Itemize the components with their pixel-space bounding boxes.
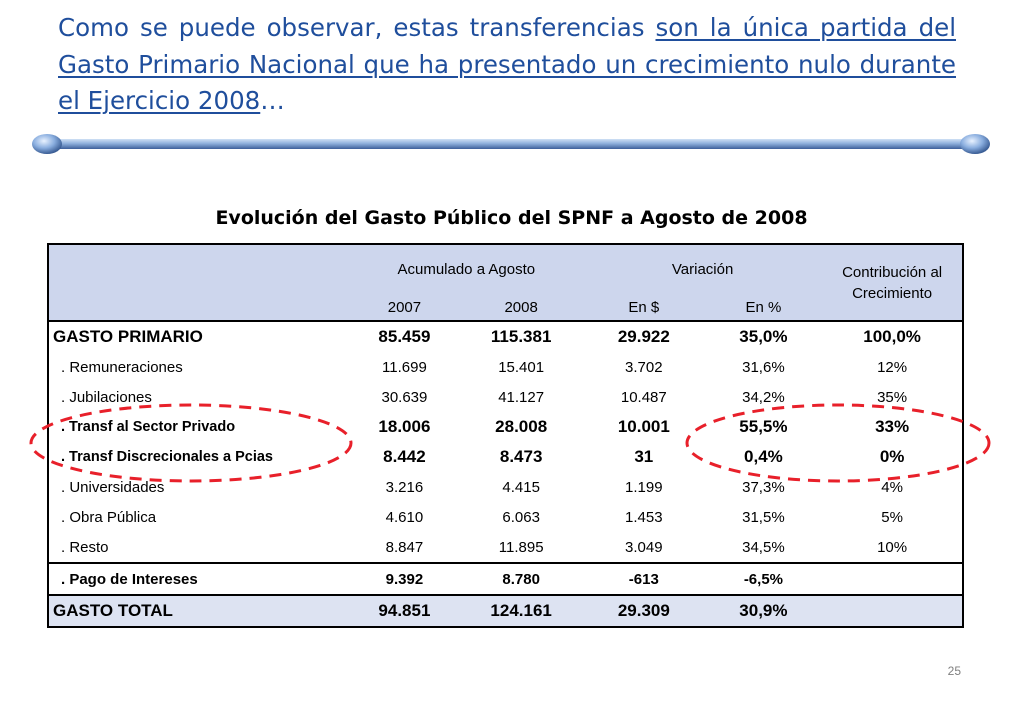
cell-var-pct: 55,5%: [739, 417, 788, 436]
cell-var-pct: 37,3%: [742, 478, 785, 496]
cell-2007: 3.216: [385, 478, 424, 496]
cell-2008: 11.895: [498, 538, 544, 556]
table-row-gasto-total: GASTO TOTAL 94.851 124.161 29.309 30,9%: [48, 595, 963, 627]
row-label: . Resto: [61, 538, 109, 556]
cell-2007: 8.442: [383, 447, 426, 466]
row-label: GASTO PRIMARIO: [53, 327, 203, 346]
cell-2007: 11.699: [382, 358, 427, 376]
cell-2008: 115.381: [490, 327, 552, 346]
table-row: . Obra Pública 4.610 6.063 1.453 31,5% 5…: [48, 502, 963, 532]
cell-var-abs: 3.049: [625, 538, 663, 556]
cell-2007: 4.610: [385, 508, 424, 526]
cell-2007: 9.392: [385, 570, 424, 588]
header-contribucion: Contribución al Crecimiento: [822, 244, 963, 321]
cell-2008: 8.780: [502, 570, 540, 588]
table-row-highlighted: . Transf al Sector Privado 18.006 28.008…: [48, 412, 963, 442]
spending-table: Acumulado a Agosto Variación Contribució…: [47, 243, 964, 628]
row-label: . Universidades: [61, 478, 165, 496]
cell-2007: 94.851: [349, 595, 460, 627]
header-empty-cell: [48, 244, 350, 294]
table-row: . Universidades 3.216 4.415 1.199 37,3% …: [48, 472, 963, 502]
table-row: . Resto 8.847 11.895 3.049 34,5% 10%: [48, 532, 963, 563]
cell-contrib: 100,0%: [863, 327, 921, 346]
cell-var-pct: 31,6%: [742, 358, 785, 376]
cell-2008: 124.161: [459, 595, 584, 627]
cell-contrib: [822, 563, 963, 595]
cell-var-pct: 35,0%: [739, 327, 788, 346]
cell-2007: 18.006: [378, 417, 431, 436]
header-col-en-porcentaje: En %: [704, 294, 823, 321]
cell-var-pct: 31,5%: [742, 508, 785, 526]
row-label: . Transf al Sector Privado: [61, 419, 236, 435]
cell-contrib: 0%: [879, 447, 905, 466]
row-label: . Transf Discrecionales a Pcias: [61, 449, 273, 465]
table-row: . Remuneraciones 11.699 15.401 3.702 31,…: [48, 352, 963, 382]
header-col-2007: 2007: [349, 294, 460, 321]
cell-var-abs: 10.001: [617, 417, 670, 436]
cell-var-abs: 29.309: [583, 595, 705, 627]
cell-contrib: 33%: [875, 417, 910, 436]
cell-var-abs: 29.922: [617, 327, 670, 346]
cell-contrib: 5%: [881, 508, 903, 526]
divider-left-knob: [32, 134, 62, 154]
row-label: . Obra Pública: [61, 508, 157, 526]
cell-2008: 28.008: [495, 417, 548, 436]
cell-var-abs: 1.199: [625, 478, 663, 496]
table-header-row-columns: 2007 2008 En $ En %: [48, 294, 963, 321]
cell-2007: 8.847: [385, 538, 424, 556]
cell-2007: 30.639: [381, 388, 428, 406]
table-header-row-groups: Acumulado a Agosto Variación Contribució…: [48, 244, 963, 321]
table-row-intereses: . Pago de Intereses 9.392 8.780 -613 -6,…: [48, 563, 963, 595]
cell-contrib: 12%: [877, 358, 908, 376]
cell-2008: 8.473: [499, 447, 543, 466]
cell-contrib: 4%: [881, 478, 903, 496]
heading-text-ellipsis: …: [260, 86, 285, 115]
cell-var-abs: 3.702: [625, 358, 663, 376]
table-row-highlighted: . Transf Discrecionales a Pcias 8.442 8.…: [48, 442, 963, 472]
decorative-divider-bar: [32, 134, 990, 154]
cell-2007: 85.459: [378, 327, 431, 346]
cell-2008: 15.401: [498, 358, 545, 376]
cell-var-pct: -6,5%: [743, 570, 783, 588]
cell-var-pct: 34,2%: [742, 388, 785, 406]
row-label: GASTO TOTAL: [48, 595, 350, 627]
page-number: 25: [947, 664, 961, 678]
row-label: . Remuneraciones: [61, 358, 183, 376]
cell-var-abs: 1.453: [625, 508, 663, 526]
table-title: Evolución del Gasto Público del SPNF a A…: [215, 207, 808, 229]
header-variacion: Variación: [583, 244, 823, 294]
cell-var-pct: 34,5%: [742, 538, 785, 556]
table-row-gasto-primario: GASTO PRIMARIO 85.459 115.381 29.922 35,…: [48, 321, 963, 352]
header-col-en-pesos: En $: [583, 294, 705, 321]
header-acumulado: Acumulado a Agosto: [349, 244, 584, 294]
header-empty-cell: [48, 294, 350, 321]
row-label: . Jubilaciones: [61, 388, 152, 406]
cell-contrib: [822, 595, 963, 627]
cell-2008: 41.127: [498, 388, 545, 406]
heading-text-emphasis: son la única partida del Gasto Primario …: [58, 13, 956, 115]
cell-var-pct: 0,4%: [744, 447, 783, 466]
divider-right-knob: [960, 134, 990, 154]
heading-text-intro: Como se puede observar, estas transferen…: [58, 13, 656, 42]
slide-heading: Como se puede observar, estas transferen…: [58, 10, 956, 120]
cell-contrib: 10%: [877, 538, 908, 556]
cell-2008: 4.415: [502, 478, 540, 496]
cell-contrib: 35%: [877, 388, 908, 406]
cell-var-abs: 10.487: [620, 388, 667, 406]
divider-tube: [38, 139, 984, 149]
cell-var-abs: -613: [628, 570, 659, 588]
table-row: . Jubilaciones 30.639 41.127 10.487 34,2…: [48, 382, 963, 412]
row-label: . Pago de Intereses: [61, 570, 198, 588]
cell-var-pct: 30,9%: [704, 595, 823, 627]
header-col-2008: 2008: [459, 294, 584, 321]
cell-var-abs: 31: [634, 447, 654, 466]
cell-2008: 6.063: [502, 508, 540, 526]
